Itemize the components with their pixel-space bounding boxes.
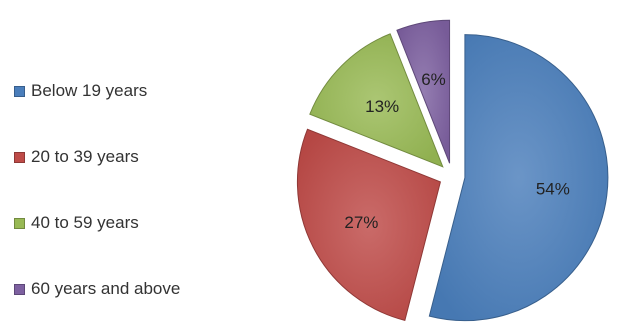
data-label-3: 6%	[421, 70, 446, 89]
legend-item-20-39: 20 to 39 years	[14, 124, 180, 190]
legend-swatch	[14, 217, 25, 229]
data-label-1: 27%	[344, 213, 378, 232]
pie-slices	[296, 19, 609, 322]
data-labels: 54% 27% 13% 6%	[344, 70, 569, 232]
legend-item-60-above: 60 years and above	[14, 256, 180, 322]
legend-swatch	[14, 85, 25, 97]
legend-label: 60 years and above	[31, 279, 181, 298]
legend: Below 19 years 20 to 39 years 40 to 59 y…	[14, 58, 180, 322]
pie-slice-0	[428, 34, 609, 322]
legend-label: Below 19 years	[31, 81, 148, 100]
legend-label: 20 to 39 years	[31, 147, 139, 166]
pie-slice-2	[309, 33, 444, 168]
legend-item-below-19: Below 19 years	[14, 58, 180, 124]
data-label-2: 13%	[365, 97, 399, 116]
pie-slice-3	[396, 19, 451, 164]
data-label-0: 54%	[536, 180, 570, 199]
legend-swatch	[14, 283, 25, 295]
legend-label: 40 to 59 years	[31, 213, 139, 232]
pie-slice-1	[296, 128, 442, 322]
legend-item-40-59: 40 to 59 years	[14, 190, 180, 256]
legend-swatch	[14, 151, 25, 163]
